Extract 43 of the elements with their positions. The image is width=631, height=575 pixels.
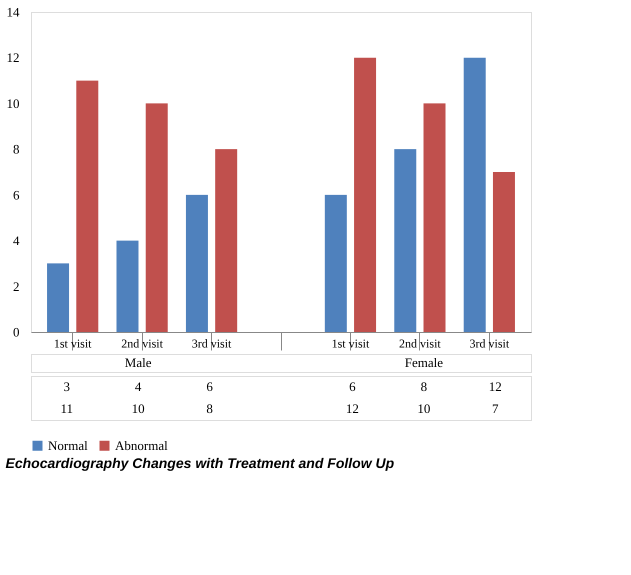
bar: [116, 240, 138, 332]
x-tick-label: 3rd visit: [192, 336, 232, 350]
y-tick-label: 10: [6, 96, 20, 111]
bar: [47, 263, 70, 332]
x-tick-label: 2nd visit: [121, 336, 164, 350]
legend-label: Normal: [48, 438, 88, 453]
bar: [146, 103, 168, 332]
bar: [354, 58, 376, 332]
data-label: 4: [134, 379, 142, 394]
y-tick-label: 4: [13, 233, 20, 248]
bar: [76, 80, 98, 332]
bar: [215, 149, 238, 332]
data-label: 12: [346, 401, 359, 416]
y-tick-label: 2: [13, 278, 20, 294]
x-tick-label: 1st visit: [332, 336, 370, 350]
text: Female: [404, 355, 444, 370]
y-tick-label: 8: [13, 142, 20, 157]
data-label: 6: [206, 379, 214, 394]
bar: [186, 194, 208, 332]
text: Echocardiography Changes with Treatment and Follow Up: [6, 455, 395, 471]
data-label: 7: [492, 401, 500, 416]
y-tick-label: 12: [6, 50, 20, 66]
y-tick-label: 14: [6, 4, 20, 20]
bar: [324, 194, 347, 332]
y-tick-label: 6: [13, 187, 20, 202]
bar: [394, 149, 416, 332]
text: Male: [124, 355, 152, 370]
data-label: 12: [488, 379, 502, 394]
data-label: 11: [60, 401, 73, 416]
data-label: 8: [420, 379, 428, 394]
legend-label: Abnormal: [115, 438, 168, 453]
data-label: 8: [206, 401, 213, 416]
x-tick-label: 1st visit: [54, 336, 92, 350]
data-label: 6: [349, 379, 356, 394]
data-label: 10: [132, 401, 145, 416]
data-label: 3: [63, 379, 70, 394]
bar: [464, 58, 486, 332]
x-tick-label: 3rd visit: [469, 336, 510, 350]
y-tick-label: 0: [13, 324, 20, 340]
x-tick-label: 2nd visit: [399, 336, 442, 350]
bar: [424, 103, 446, 332]
data-label: 10: [417, 401, 430, 416]
bar: [492, 172, 515, 332]
